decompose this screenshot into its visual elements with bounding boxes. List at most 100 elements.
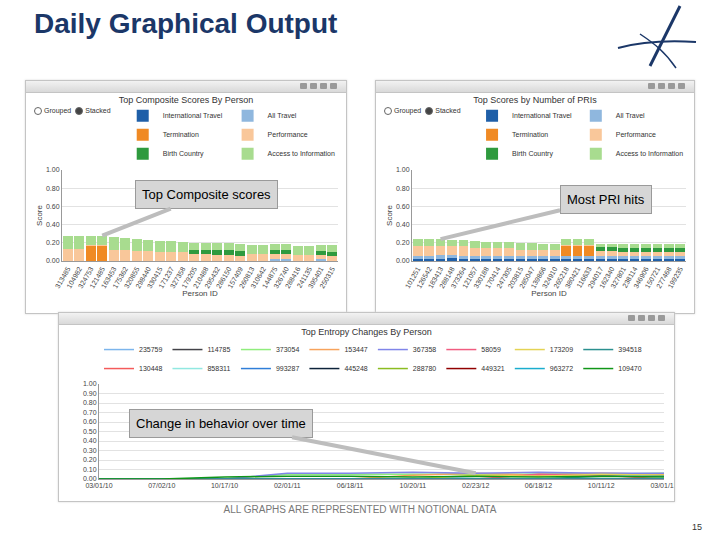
svg-text:02/01/11: 02/01/11 <box>274 482 301 489</box>
svg-text:0.90: 0.90 <box>83 390 97 397</box>
svg-text:Top Scores by Number of PRIs: Top Scores by Number of PRIs <box>473 95 597 105</box>
svg-text:170414: 170414 <box>484 266 502 290</box>
svg-text:210488: 210488 <box>192 266 210 290</box>
svg-text:0.40: 0.40 <box>46 221 60 228</box>
svg-text:265218: 265218 <box>552 266 570 290</box>
svg-text:241135: 241135 <box>296 266 314 289</box>
svg-text:294017: 294017 <box>587 266 605 290</box>
svg-text:116633: 116633 <box>575 266 593 289</box>
svg-text:324910: 324910 <box>541 266 559 290</box>
svg-text:288148: 288148 <box>438 266 456 290</box>
svg-text:0.80: 0.80 <box>396 185 410 192</box>
svg-text:Access to Information: Access to Information <box>616 150 683 157</box>
svg-text:277468: 277468 <box>655 266 673 290</box>
svg-text:1.00: 1.00 <box>396 166 410 173</box>
svg-text:10/11/12: 10/11/12 <box>588 482 615 489</box>
svg-text:153447: 153447 <box>344 346 367 353</box>
svg-text:0.20: 0.20 <box>83 456 97 463</box>
svg-text:Performance: Performance <box>268 131 308 138</box>
svg-text:All Travel: All Travel <box>268 112 297 119</box>
svg-text:380421: 380421 <box>564 266 582 290</box>
svg-text:06/18/11: 06/18/11 <box>337 482 364 489</box>
svg-text:313485: 313485 <box>54 266 72 290</box>
svg-text:179205: 179205 <box>180 266 198 290</box>
svg-text:0.00: 0.00 <box>83 475 97 482</box>
svg-text:963272: 963272 <box>550 365 573 372</box>
svg-text:104982: 104982 <box>65 266 83 290</box>
svg-text:183413: 183413 <box>427 266 445 290</box>
svg-text:327358: 327358 <box>169 266 187 290</box>
svg-text:10/20/11: 10/20/11 <box>400 482 427 489</box>
svg-text:199235: 199235 <box>666 266 684 290</box>
svg-text:0.20: 0.20 <box>46 239 60 246</box>
svg-text:163453: 163453 <box>100 266 118 290</box>
svg-text:Change in behavior over time: Change in behavior over time <box>136 416 306 431</box>
svg-text:373264: 373264 <box>450 266 468 290</box>
svg-text:0.70: 0.70 <box>83 409 97 416</box>
svg-text:295432: 295432 <box>203 266 221 290</box>
svg-text:445248: 445248 <box>344 365 367 372</box>
svg-text:Score: Score <box>385 205 394 226</box>
svg-text:394518: 394518 <box>618 346 641 353</box>
svg-text:298440: 298440 <box>134 266 152 290</box>
svg-text:Performance: Performance <box>616 131 656 138</box>
svg-text:858311: 858311 <box>207 365 230 372</box>
svg-text:449321: 449321 <box>481 365 504 372</box>
svg-text:326740: 326740 <box>272 266 290 290</box>
svg-text:203815: 203815 <box>507 266 525 290</box>
svg-text:288780: 288780 <box>413 365 436 372</box>
svg-text:International Travel: International Travel <box>163 112 223 119</box>
svg-text:Access to Information: Access to Information <box>268 150 335 157</box>
svg-text:Termination: Termination <box>163 131 199 138</box>
svg-text:0.80: 0.80 <box>46 185 60 192</box>
svg-text:126542: 126542 <box>415 266 433 290</box>
svg-text:144875: 144875 <box>261 266 279 290</box>
svg-text:173209: 173209 <box>550 346 573 353</box>
svg-text:0.20: 0.20 <box>396 239 410 246</box>
svg-text:0.40: 0.40 <box>396 221 410 228</box>
svg-text:250315: 250315 <box>318 266 336 290</box>
svg-text:130448: 130448 <box>139 365 162 372</box>
svg-text:Top Composite scores: Top Composite scores <box>142 187 271 202</box>
svg-text:0.50: 0.50 <box>83 428 97 435</box>
svg-text:International Travel: International Travel <box>512 112 572 119</box>
svg-text:Person ID: Person ID <box>182 289 218 298</box>
svg-text:320855: 320855 <box>123 266 141 290</box>
svg-text:Score: Score <box>35 205 44 226</box>
svg-text:288416: 288416 <box>284 266 302 290</box>
svg-text:247305: 247305 <box>495 266 513 290</box>
svg-text:Top Entropy Changes By Person: Top Entropy Changes By Person <box>301 327 432 337</box>
svg-text:58059: 58059 <box>481 346 501 353</box>
svg-text:121057: 121057 <box>461 266 479 290</box>
svg-text:150721: 150721 <box>644 266 662 290</box>
svg-text:06/18/12: 06/18/12 <box>525 482 552 489</box>
svg-text:Top Composite Scores By Person: Top Composite Scores By Person <box>119 95 254 105</box>
svg-text:285047: 285047 <box>518 266 536 290</box>
svg-text:330415: 330415 <box>146 266 164 290</box>
svg-text:175362: 175362 <box>111 266 129 290</box>
svg-text:157409: 157409 <box>226 266 244 290</box>
svg-text:0.10: 0.10 <box>83 466 97 473</box>
svg-text:Termination: Termination <box>512 131 548 138</box>
svg-text:286150: 286150 <box>215 266 233 290</box>
svg-text:0.60: 0.60 <box>396 203 410 210</box>
svg-text:373054: 373054 <box>276 346 299 353</box>
svg-text:109470: 109470 <box>618 365 641 372</box>
svg-text:1.00: 1.00 <box>83 380 97 387</box>
svg-text:114785: 114785 <box>207 346 230 353</box>
svg-text:Birth Country: Birth Country <box>163 150 204 158</box>
svg-text:03/01/13: 03/01/13 <box>650 482 674 489</box>
svg-text:Birth Country: Birth Country <box>512 150 553 158</box>
svg-text:10/17/10: 10/17/10 <box>211 482 238 489</box>
svg-text:Most PRI hits: Most PRI hits <box>567 192 645 207</box>
svg-text:346906: 346906 <box>632 266 650 290</box>
svg-text:235759: 235759 <box>139 346 162 353</box>
svg-text:324753: 324753 <box>77 266 95 290</box>
svg-text:03/01/10: 03/01/10 <box>85 482 112 489</box>
svg-text:0.60: 0.60 <box>46 203 60 210</box>
svg-text:171237: 171237 <box>157 266 175 290</box>
svg-text:330188: 330188 <box>472 266 490 290</box>
svg-text:0.00: 0.00 <box>396 257 410 264</box>
svg-text:260813: 260813 <box>238 266 256 290</box>
svg-text:327801: 327801 <box>609 266 627 290</box>
